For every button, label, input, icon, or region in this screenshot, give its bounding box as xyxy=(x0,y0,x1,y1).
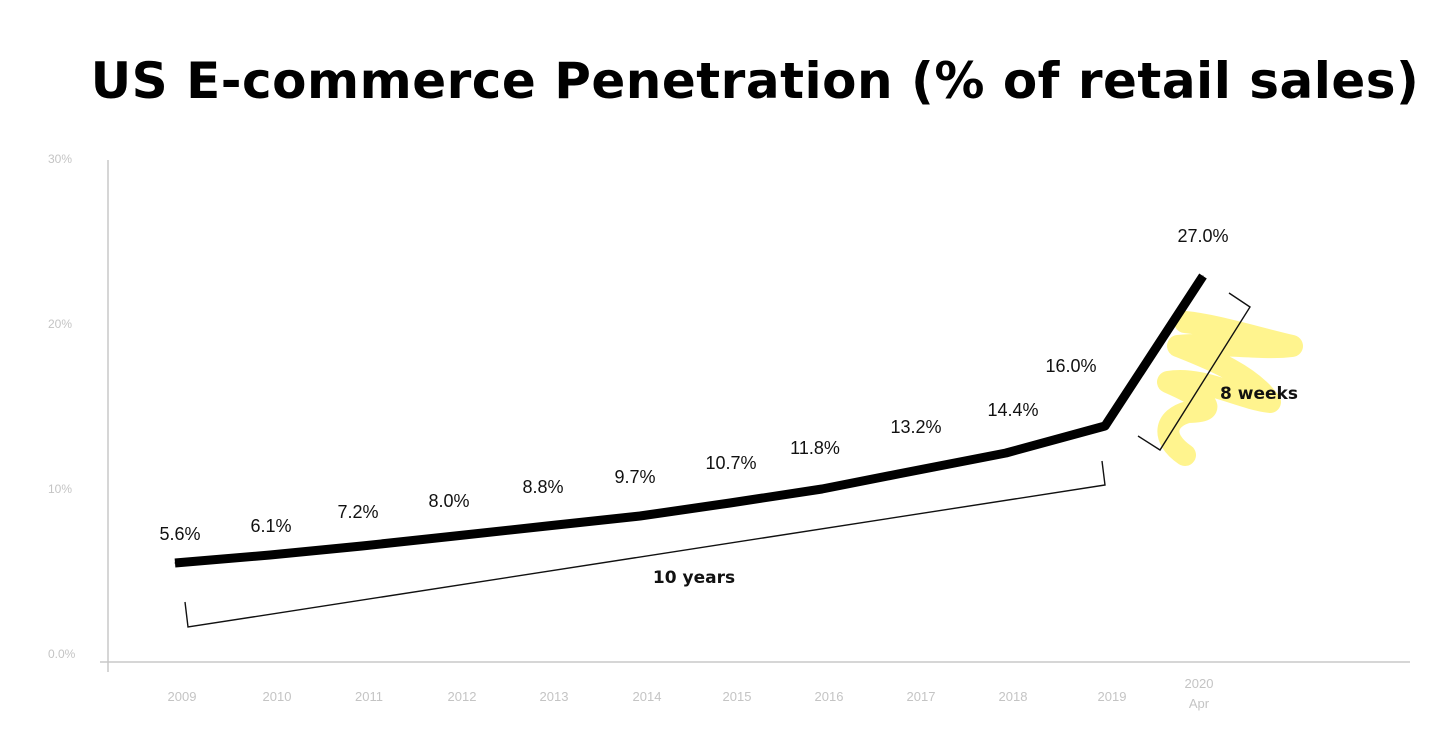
data-label: 8.0% xyxy=(428,491,469,511)
x-tick-label: 2019 xyxy=(1098,689,1127,704)
highlight-scribble xyxy=(1157,311,1303,466)
data-point xyxy=(897,473,899,475)
x-tick-label: 2010 xyxy=(263,689,292,704)
y-tick-labels: 0.0% 10% 20% 30% xyxy=(48,152,76,661)
series-line xyxy=(174,273,1207,568)
data-label: 10.7% xyxy=(705,453,756,473)
data-point xyxy=(269,554,271,556)
y-tick-label: 20% xyxy=(48,317,72,331)
data-point xyxy=(1005,452,1007,454)
data-point xyxy=(1104,425,1106,427)
y-tick-label: 0.0% xyxy=(48,647,76,661)
y-tick-label: 10% xyxy=(48,482,72,496)
x-tick-label: 2012 xyxy=(448,689,477,704)
eight-weeks-bracket xyxy=(1137,292,1251,451)
x-tick-label: 2011 xyxy=(355,689,383,704)
data-point xyxy=(821,488,823,490)
x-tick-label: 2014 xyxy=(633,689,662,704)
data-point xyxy=(454,535,456,537)
data-label: 13.2% xyxy=(890,417,941,437)
x-tick-label: 2013 xyxy=(540,689,569,704)
x-tick-label: 2016 xyxy=(815,689,844,704)
data-label: 9.7% xyxy=(614,467,655,487)
x-tick-label: 2015 xyxy=(723,689,752,704)
x-tick-label: 2009 xyxy=(168,689,197,704)
x-tick-sublabel: 2020 xyxy=(1185,676,1214,691)
series-line-group xyxy=(174,273,1207,568)
data-label: 8.8% xyxy=(522,477,563,497)
highlight-scribble-mark xyxy=(1157,311,1303,466)
data-label: 16.0% xyxy=(1045,356,1096,376)
data-point xyxy=(639,515,641,517)
annotation-eight-weeks: 8 weeks xyxy=(1220,384,1298,404)
annotation-ten-years: 10 years xyxy=(653,568,735,588)
x-tick-label: Apr xyxy=(1189,696,1210,711)
chart-title: US E-commerce Penetration (% of retail s… xyxy=(90,52,1420,110)
x-tick-label: 2018 xyxy=(999,689,1028,704)
data-point xyxy=(729,502,731,504)
axes xyxy=(100,160,1410,672)
data-point xyxy=(546,525,548,527)
data-point xyxy=(361,545,363,547)
x-tick-label: 2017 xyxy=(907,689,936,704)
data-label: 11.8% xyxy=(790,438,840,458)
data-labels: 5.6% 6.1% 7.2% 8.0% 8.8% 9.7% 10.7% 11.8% 13.2% 1… xyxy=(159,226,1228,544)
y-tick-label: 30% xyxy=(48,152,72,166)
annotations: 10 years 8 weeks xyxy=(653,384,1298,588)
data-label: 6.1% xyxy=(250,516,291,536)
data-point xyxy=(174,562,176,564)
data-label: 7.2% xyxy=(337,502,378,522)
data-label: 5.6% xyxy=(159,524,200,544)
data-point xyxy=(1202,275,1204,277)
x-tick-labels: 2009 2010 2011 2012 2013 2014 2015 2016 2017 2018… xyxy=(168,676,1214,711)
annotation-brackets xyxy=(184,292,1251,628)
ten-years-bracket xyxy=(184,460,1106,628)
data-label: 14.4% xyxy=(987,400,1038,420)
data-label: 27.0% xyxy=(1177,226,1228,246)
